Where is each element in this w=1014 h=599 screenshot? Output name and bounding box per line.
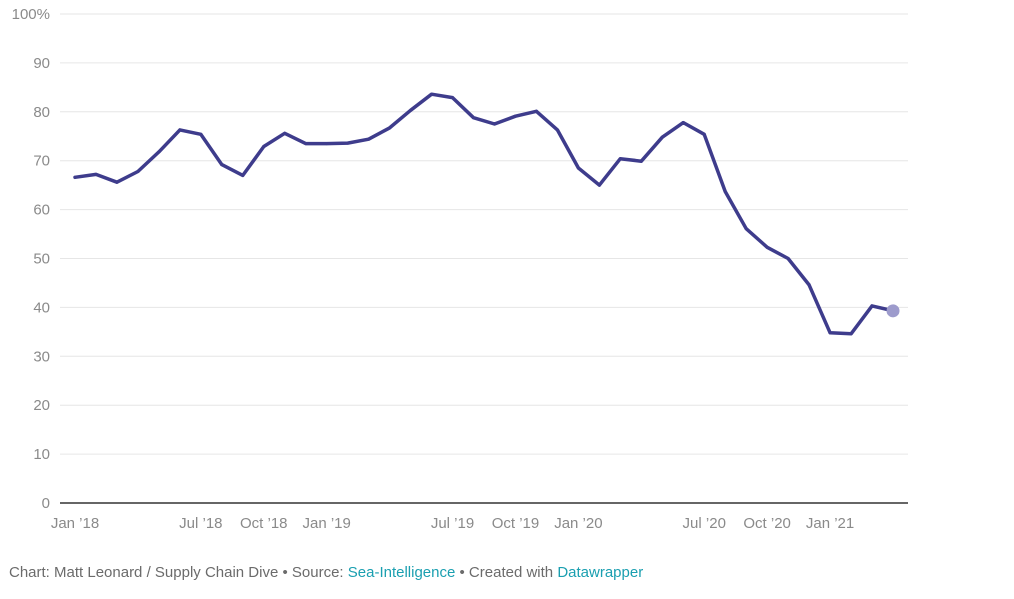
data-point [870, 304, 874, 308]
data-point [136, 169, 140, 173]
data-point [555, 128, 559, 132]
y-tick-label: 90 [33, 55, 50, 72]
y-tick-label: 20 [33, 397, 50, 414]
data-point [492, 122, 496, 126]
data-point [241, 173, 245, 177]
data-point [786, 257, 790, 260]
y-tick-label: 70 [33, 153, 50, 170]
data-point [681, 121, 685, 125]
data-point [576, 166, 580, 170]
data-point [744, 227, 748, 231]
y-tick-label: 30 [33, 348, 50, 365]
data-point [283, 131, 287, 135]
source-link[interactable]: Sea-Intelligence [347, 564, 456, 581]
data-point [472, 116, 476, 120]
series-points [73, 92, 900, 336]
last-data-point [886, 304, 900, 318]
y-axis-ticks: 0 10 20 30 40 50 60 70 80 90 100% [12, 6, 50, 512]
footer-middle: • Created with [455, 564, 558, 581]
data-point [849, 332, 853, 336]
x-tick-label: Jul ’20 [683, 515, 726, 532]
x-tick-label: Jul ’18 [179, 515, 222, 532]
series-line [73, 92, 895, 336]
gridlines [60, 13, 908, 504]
data-point [765, 245, 769, 249]
data-point [828, 331, 832, 335]
x-tick-label: Oct ’18 [240, 515, 288, 532]
data-point [388, 126, 392, 130]
data-point [262, 145, 266, 149]
data-point [157, 150, 161, 154]
data-point [346, 141, 350, 145]
datawrapper-link[interactable]: Datawrapper [557, 564, 644, 581]
data-point [304, 142, 308, 146]
x-tick-label: Jan ’21 [806, 515, 854, 532]
chart-footer: Chart: Matt Leonard / Supply Chain Dive … [9, 564, 643, 581]
y-tick-label: 100% [12, 6, 50, 23]
data-point [94, 172, 98, 176]
x-tick-label: Oct ’19 [492, 515, 540, 532]
data-point [325, 142, 329, 146]
data-point [220, 163, 224, 167]
data-point [807, 283, 811, 287]
y-tick-label: 40 [33, 299, 50, 316]
y-tick-label: 80 [33, 104, 50, 121]
x-tick-label: Jul ’19 [431, 515, 474, 532]
x-axis-ticks: Jan ’18 Jul ’18 Oct ’18 Jan ’19 Jul ’19 Oct ’… [51, 515, 854, 532]
footer-credit: Chart: Matt Leonard / Supply Chain Dive … [9, 564, 348, 581]
data-point [660, 135, 664, 139]
data-point [367, 137, 371, 141]
data-point [597, 183, 601, 187]
data-point [513, 114, 517, 118]
data-point [702, 132, 706, 136]
x-tick-label: Jan ’18 [51, 515, 99, 532]
data-point [409, 108, 413, 112]
x-tick-label: Oct ’20 [743, 515, 791, 532]
data-point [639, 159, 643, 163]
data-point [178, 128, 182, 132]
y-tick-label: 60 [33, 202, 50, 219]
data-point [115, 180, 119, 184]
data-point [534, 109, 538, 113]
data-point [73, 175, 77, 179]
data-point [618, 157, 622, 161]
x-tick-label: Jan ’20 [554, 515, 602, 532]
y-tick-label: 10 [33, 446, 50, 463]
y-tick-label: 50 [33, 251, 50, 268]
data-point [451, 96, 455, 100]
data-point [723, 190, 727, 194]
data-point [199, 132, 203, 136]
line-chart: 0 10 20 30 40 50 60 70 80 90 100% Jan ’18 Jul ’18 Oc… [12, 6, 908, 532]
data-point [430, 92, 434, 96]
y-tick-label: 0 [42, 495, 50, 512]
x-tick-label: Jan ’19 [303, 515, 351, 532]
